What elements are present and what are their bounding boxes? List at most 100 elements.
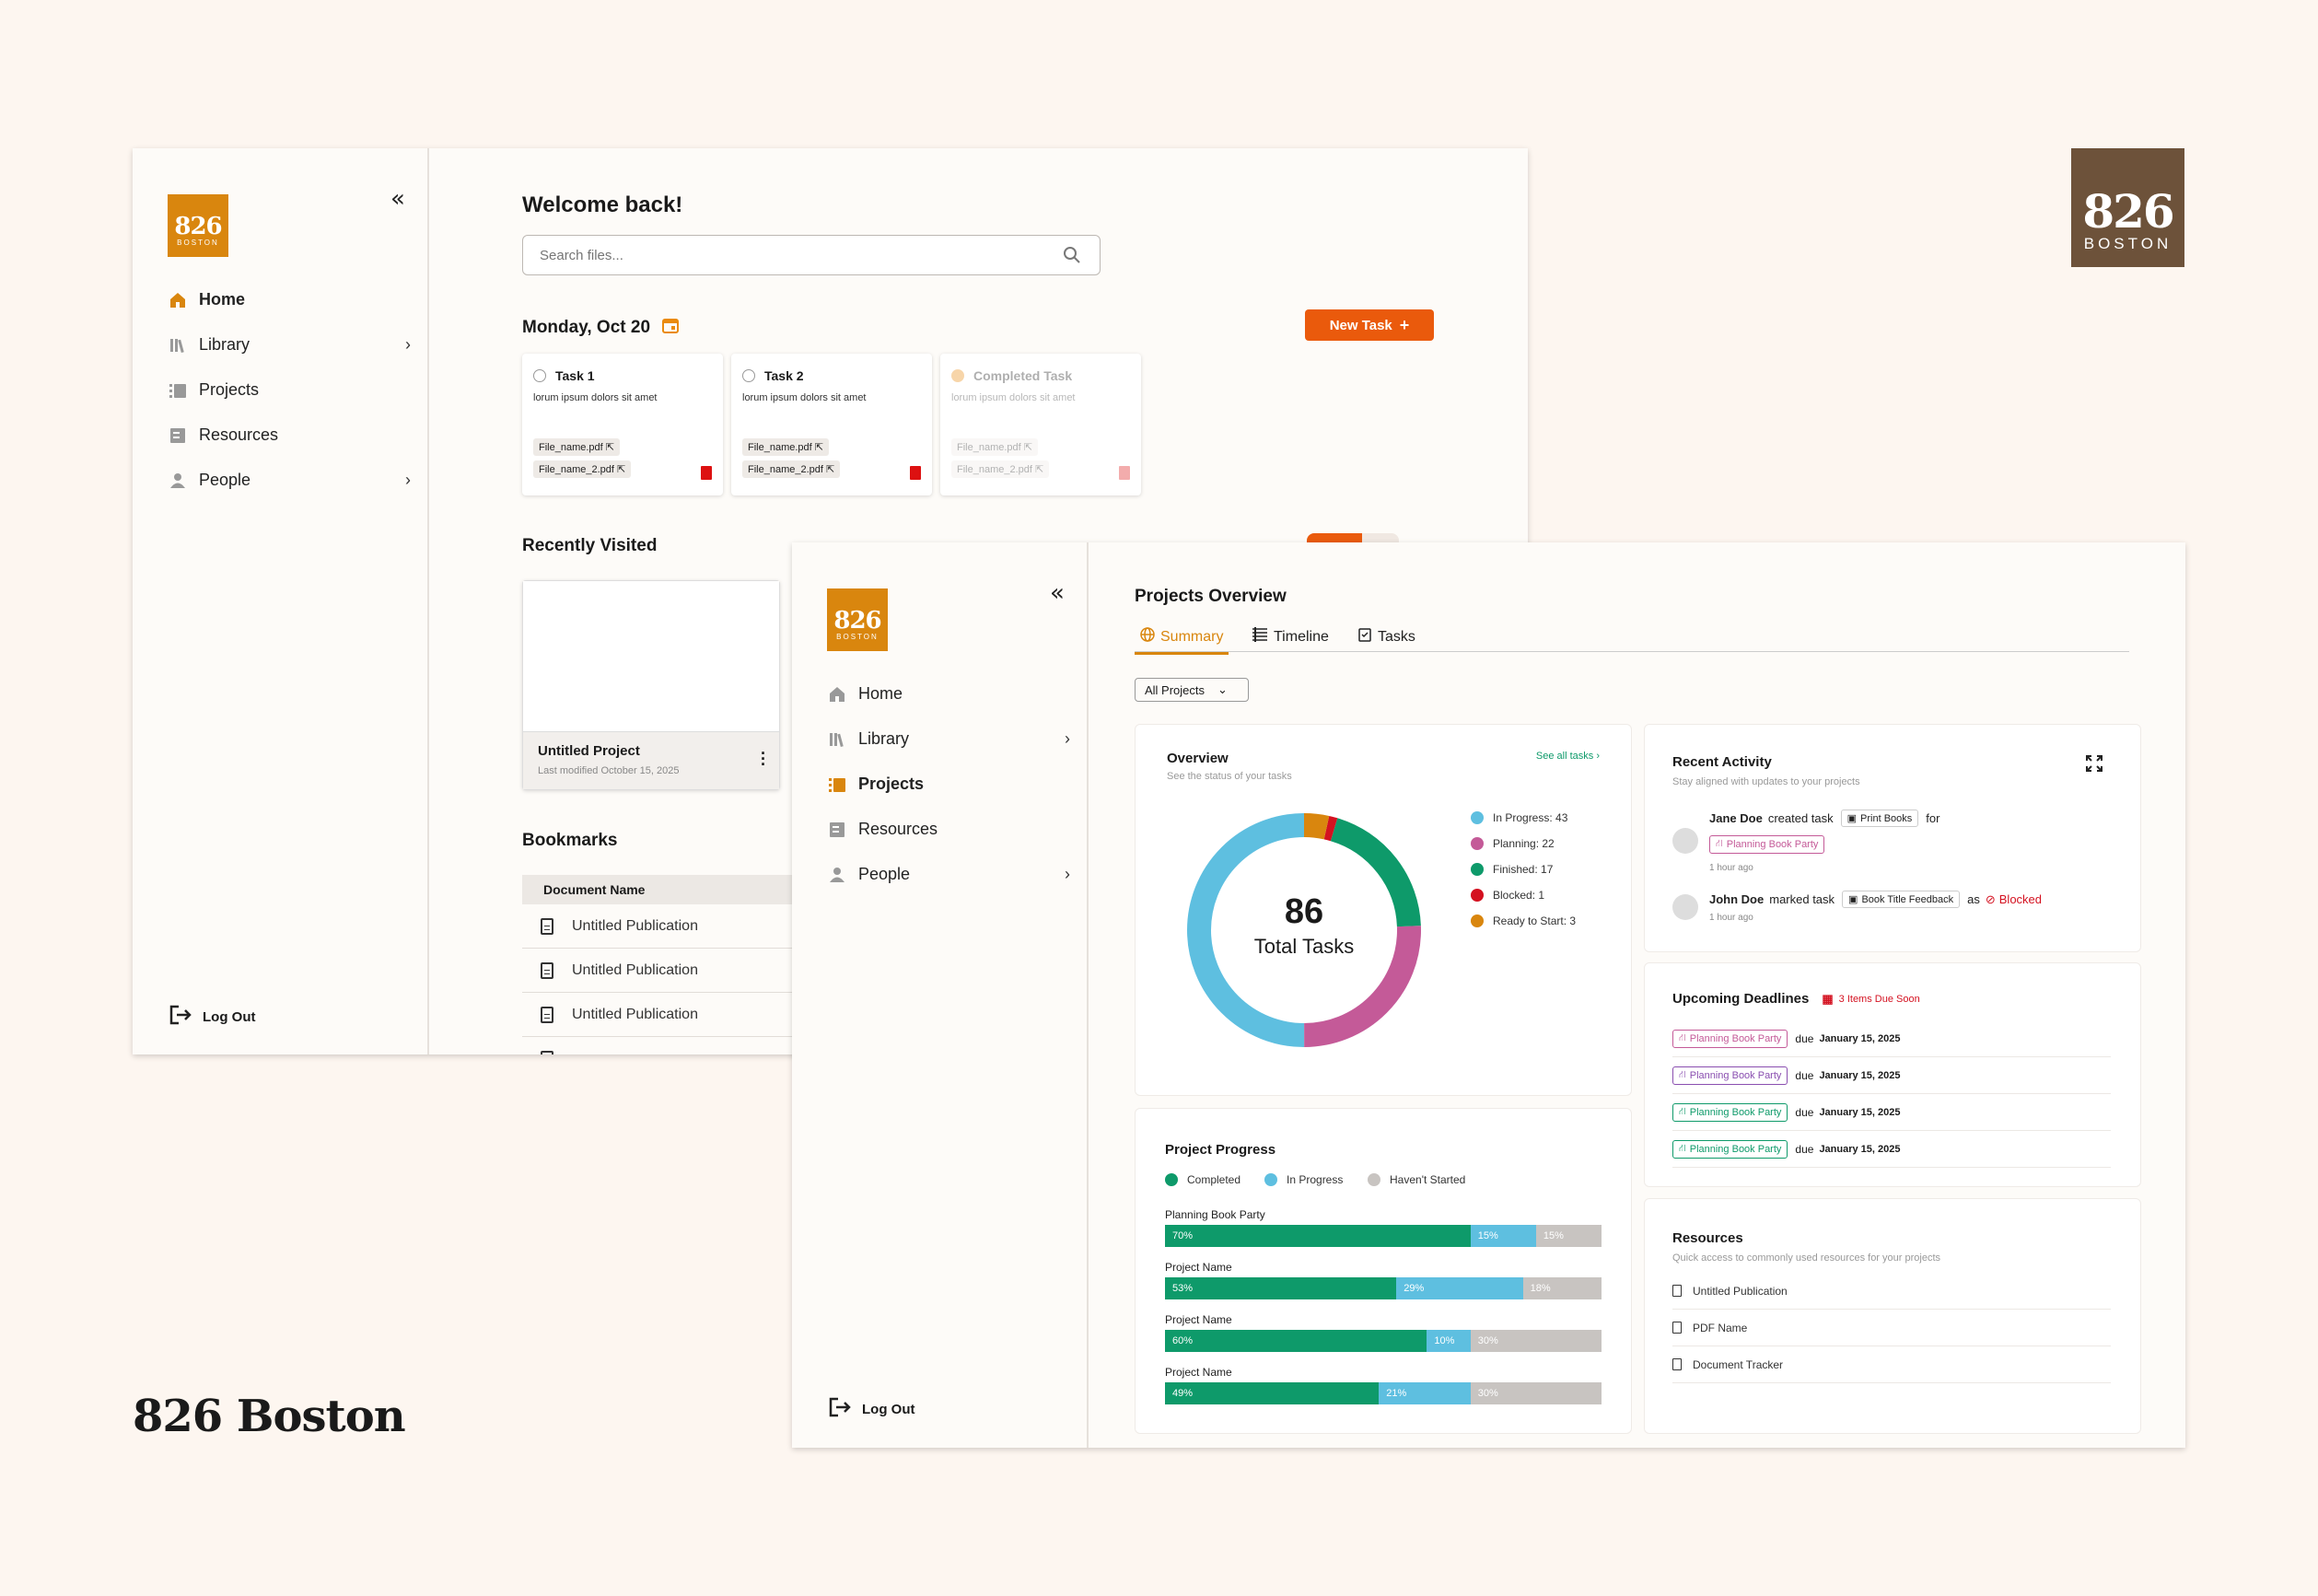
collapse-sidebar-icon[interactable]: « — [390, 185, 405, 213]
sidebar-item-library[interactable]: Library › — [169, 335, 418, 355]
resource-item[interactable]: Untitled Publication — [1672, 1273, 2111, 1310]
progress-bar[interactable]: 60% 10% 30% — [1165, 1330, 1602, 1352]
task-chip[interactable]: ▣ Book Title Feedback — [1842, 891, 1961, 908]
deadline-row[interactable]: ⛙ Planning Book Party due January 15, 2025 — [1672, 1057, 2111, 1094]
file-link[interactable]: File_name.pdf ⇱ — [533, 438, 620, 456]
task-card-completed[interactable]: Completed Task lorum ipsum dolors sit am… — [940, 354, 1141, 495]
resource-item[interactable]: PDF Name — [1672, 1310, 2111, 1346]
legend-completed: Completed — [1165, 1173, 1241, 1186]
legend-swatch — [1471, 914, 1484, 927]
resource-item[interactable]: Document Tracker — [1672, 1346, 2111, 1383]
table-row[interactable]: Untitled Publication — [522, 993, 808, 1037]
deadline-row[interactable]: ⛙ Planning Book Party due January 15, 2025 — [1672, 1131, 2111, 1168]
recent-activity-panel: Recent Activity Stay aligned with update… — [1644, 724, 2141, 952]
home-icon — [169, 292, 186, 309]
timeline-icon — [1252, 627, 1268, 647]
new-task-button[interactable]: New Task + — [1305, 309, 1434, 341]
deadline-row[interactable]: ⛙ Planning Book Party due January 15, 2025 — [1672, 1094, 2111, 1131]
overview-panel: Overview See the status of your tasks Se… — [1135, 724, 1632, 1096]
sidebar-item-home[interactable]: Home — [169, 290, 418, 309]
progress-segment-in-progress: 10% — [1427, 1330, 1471, 1352]
chevron-right-icon[interactable]: › — [405, 471, 411, 489]
more-options-icon[interactable]: · · · — [761, 744, 766, 774]
sidebar-item-projects[interactable]: Projects — [169, 380, 418, 400]
sidebar-item-projects[interactable]: Projects — [829, 775, 1077, 794]
collapse-sidebar-icon[interactable]: « — [1050, 579, 1065, 607]
legend-swatch — [1471, 889, 1484, 902]
projects-icon — [169, 382, 186, 399]
calendar-icon[interactable] — [661, 316, 680, 340]
sidebar-item-people[interactable]: People › — [829, 865, 1077, 884]
projects-sidebar: 826 BOSTON « Home Library › Projects Res… — [792, 542, 1089, 1448]
tab-timeline[interactable]: Timeline — [1252, 627, 1329, 647]
task-card[interactable]: Task 1 lorum ipsum dolors sit amet File_… — [522, 354, 723, 495]
sidebar-item-resources[interactable]: Resources — [829, 820, 1077, 839]
table-row[interactable]: Untitled Publication — [522, 904, 808, 949]
external-link-icon: ⇱ — [1023, 442, 1032, 453]
file-link[interactable]: File_name_2.pdf ⇱ — [742, 460, 841, 478]
progress-segment-not-started: 15% — [1535, 1225, 1602, 1247]
deadline-row[interactable]: ⛙ Planning Book Party due January 15, 2025 — [1672, 1020, 2111, 1057]
legend-not-started: Haven't Started — [1368, 1173, 1465, 1186]
progress-bar[interactable]: 70% 15% 15% — [1165, 1225, 1602, 1247]
progress-bar[interactable]: 49% 21% 30% — [1165, 1382, 1602, 1404]
chevron-right-icon[interactable]: › — [1065, 729, 1070, 748]
legend-swatch — [1165, 1173, 1178, 1186]
task-checkbox[interactable] — [533, 369, 546, 382]
trash-icon[interactable] — [1119, 466, 1130, 480]
search-icon[interactable] — [1063, 246, 1081, 269]
project-chip[interactable]: ⛙ Planning Book Party — [1672, 1139, 1788, 1159]
total-tasks-label: Total Tasks — [1253, 935, 1355, 958]
chevron-right-icon[interactable]: › — [1065, 865, 1070, 883]
progress-bar[interactable]: 53% 29% 18% — [1165, 1277, 1602, 1299]
library-icon — [169, 337, 186, 354]
document-icon — [1672, 1285, 1682, 1297]
recent-project-card[interactable]: Untitled Project Last modified October 1… — [522, 580, 780, 790]
file-link[interactable]: File_name.pdf ⇱ — [742, 438, 829, 456]
tab-summary[interactable]: Summary — [1135, 627, 1229, 655]
project-filter-select[interactable]: All Projects ⌄ — [1135, 678, 1249, 702]
hierarchy-icon: ⛙ — [1716, 838, 1723, 849]
calendar-icon: ▦ — [1822, 991, 1834, 1006]
file-link[interactable]: File_name.pdf ⇱ — [951, 438, 1038, 456]
task-checkbox[interactable] — [742, 369, 755, 382]
project-chip[interactable]: ⛙ Planning Book Party — [1672, 1102, 1788, 1122]
donut-slice[interactable] — [1187, 813, 1421, 1047]
brand-logo[interactable]: 826 BOSTON — [827, 588, 888, 651]
legend-item: Planning: 22 — [1471, 837, 1555, 850]
globe-icon — [1140, 627, 1155, 647]
progress-project-name: Project Name — [1165, 1366, 1232, 1379]
table-row[interactable]: Untitled Publication — [522, 949, 808, 993]
donut-slice[interactable] — [1187, 813, 1421, 1047]
project-chip[interactable]: ⛙ Planning Book Party — [1672, 1029, 1788, 1048]
project-footer — [523, 732, 779, 789]
sidebar-item-library[interactable]: Library › — [829, 729, 1077, 749]
person-icon — [829, 867, 845, 883]
sidebar-item-home[interactable]: Home — [829, 684, 1077, 704]
file-link[interactable]: File_name_2.pdf ⇱ — [533, 460, 632, 478]
plus-icon: + — [1399, 315, 1410, 334]
project-chip[interactable]: ⛙ Planning Book Party — [1672, 1066, 1788, 1085]
activity-item: Jane Doe created task ▣ Print Books for — [1709, 810, 1940, 827]
task-card[interactable]: Task 2 lorum ipsum dolors sit amet File_… — [731, 354, 932, 495]
checked-icon[interactable] — [951, 369, 964, 382]
hierarchy-icon: ⛙ — [1679, 1142, 1686, 1154]
trash-icon[interactable] — [910, 466, 921, 480]
task-chip[interactable]: ▣ Print Books — [1840, 810, 1919, 827]
table-row[interactable] — [522, 1037, 808, 1054]
file-link[interactable]: File_name_2.pdf ⇱ — [951, 460, 1050, 478]
chevron-right-icon[interactable]: › — [405, 335, 411, 354]
progress-segment-completed: 49% — [1165, 1382, 1380, 1404]
tab-tasks[interactable]: Tasks — [1357, 627, 1415, 647]
expand-icon[interactable] — [2085, 754, 2103, 777]
sidebar-item-resources[interactable]: Resources — [169, 425, 418, 445]
project-chip[interactable]: ⛙ Planning Book Party — [1709, 835, 1825, 854]
activity-item: John Doe marked task ▣ Book Title Feedbac… — [1709, 891, 2043, 908]
sidebar-item-people[interactable]: People › — [169, 471, 418, 490]
logout-button[interactable]: Log Out — [169, 1005, 255, 1029]
logout-button[interactable]: Log Out — [829, 1397, 914, 1421]
search-input[interactable] — [523, 236, 1031, 274]
trash-icon[interactable] — [701, 466, 712, 480]
brand-logo[interactable]: 826 BOSTON — [168, 194, 228, 257]
see-all-tasks-link[interactable]: See all tasks › — [1535, 751, 1600, 762]
